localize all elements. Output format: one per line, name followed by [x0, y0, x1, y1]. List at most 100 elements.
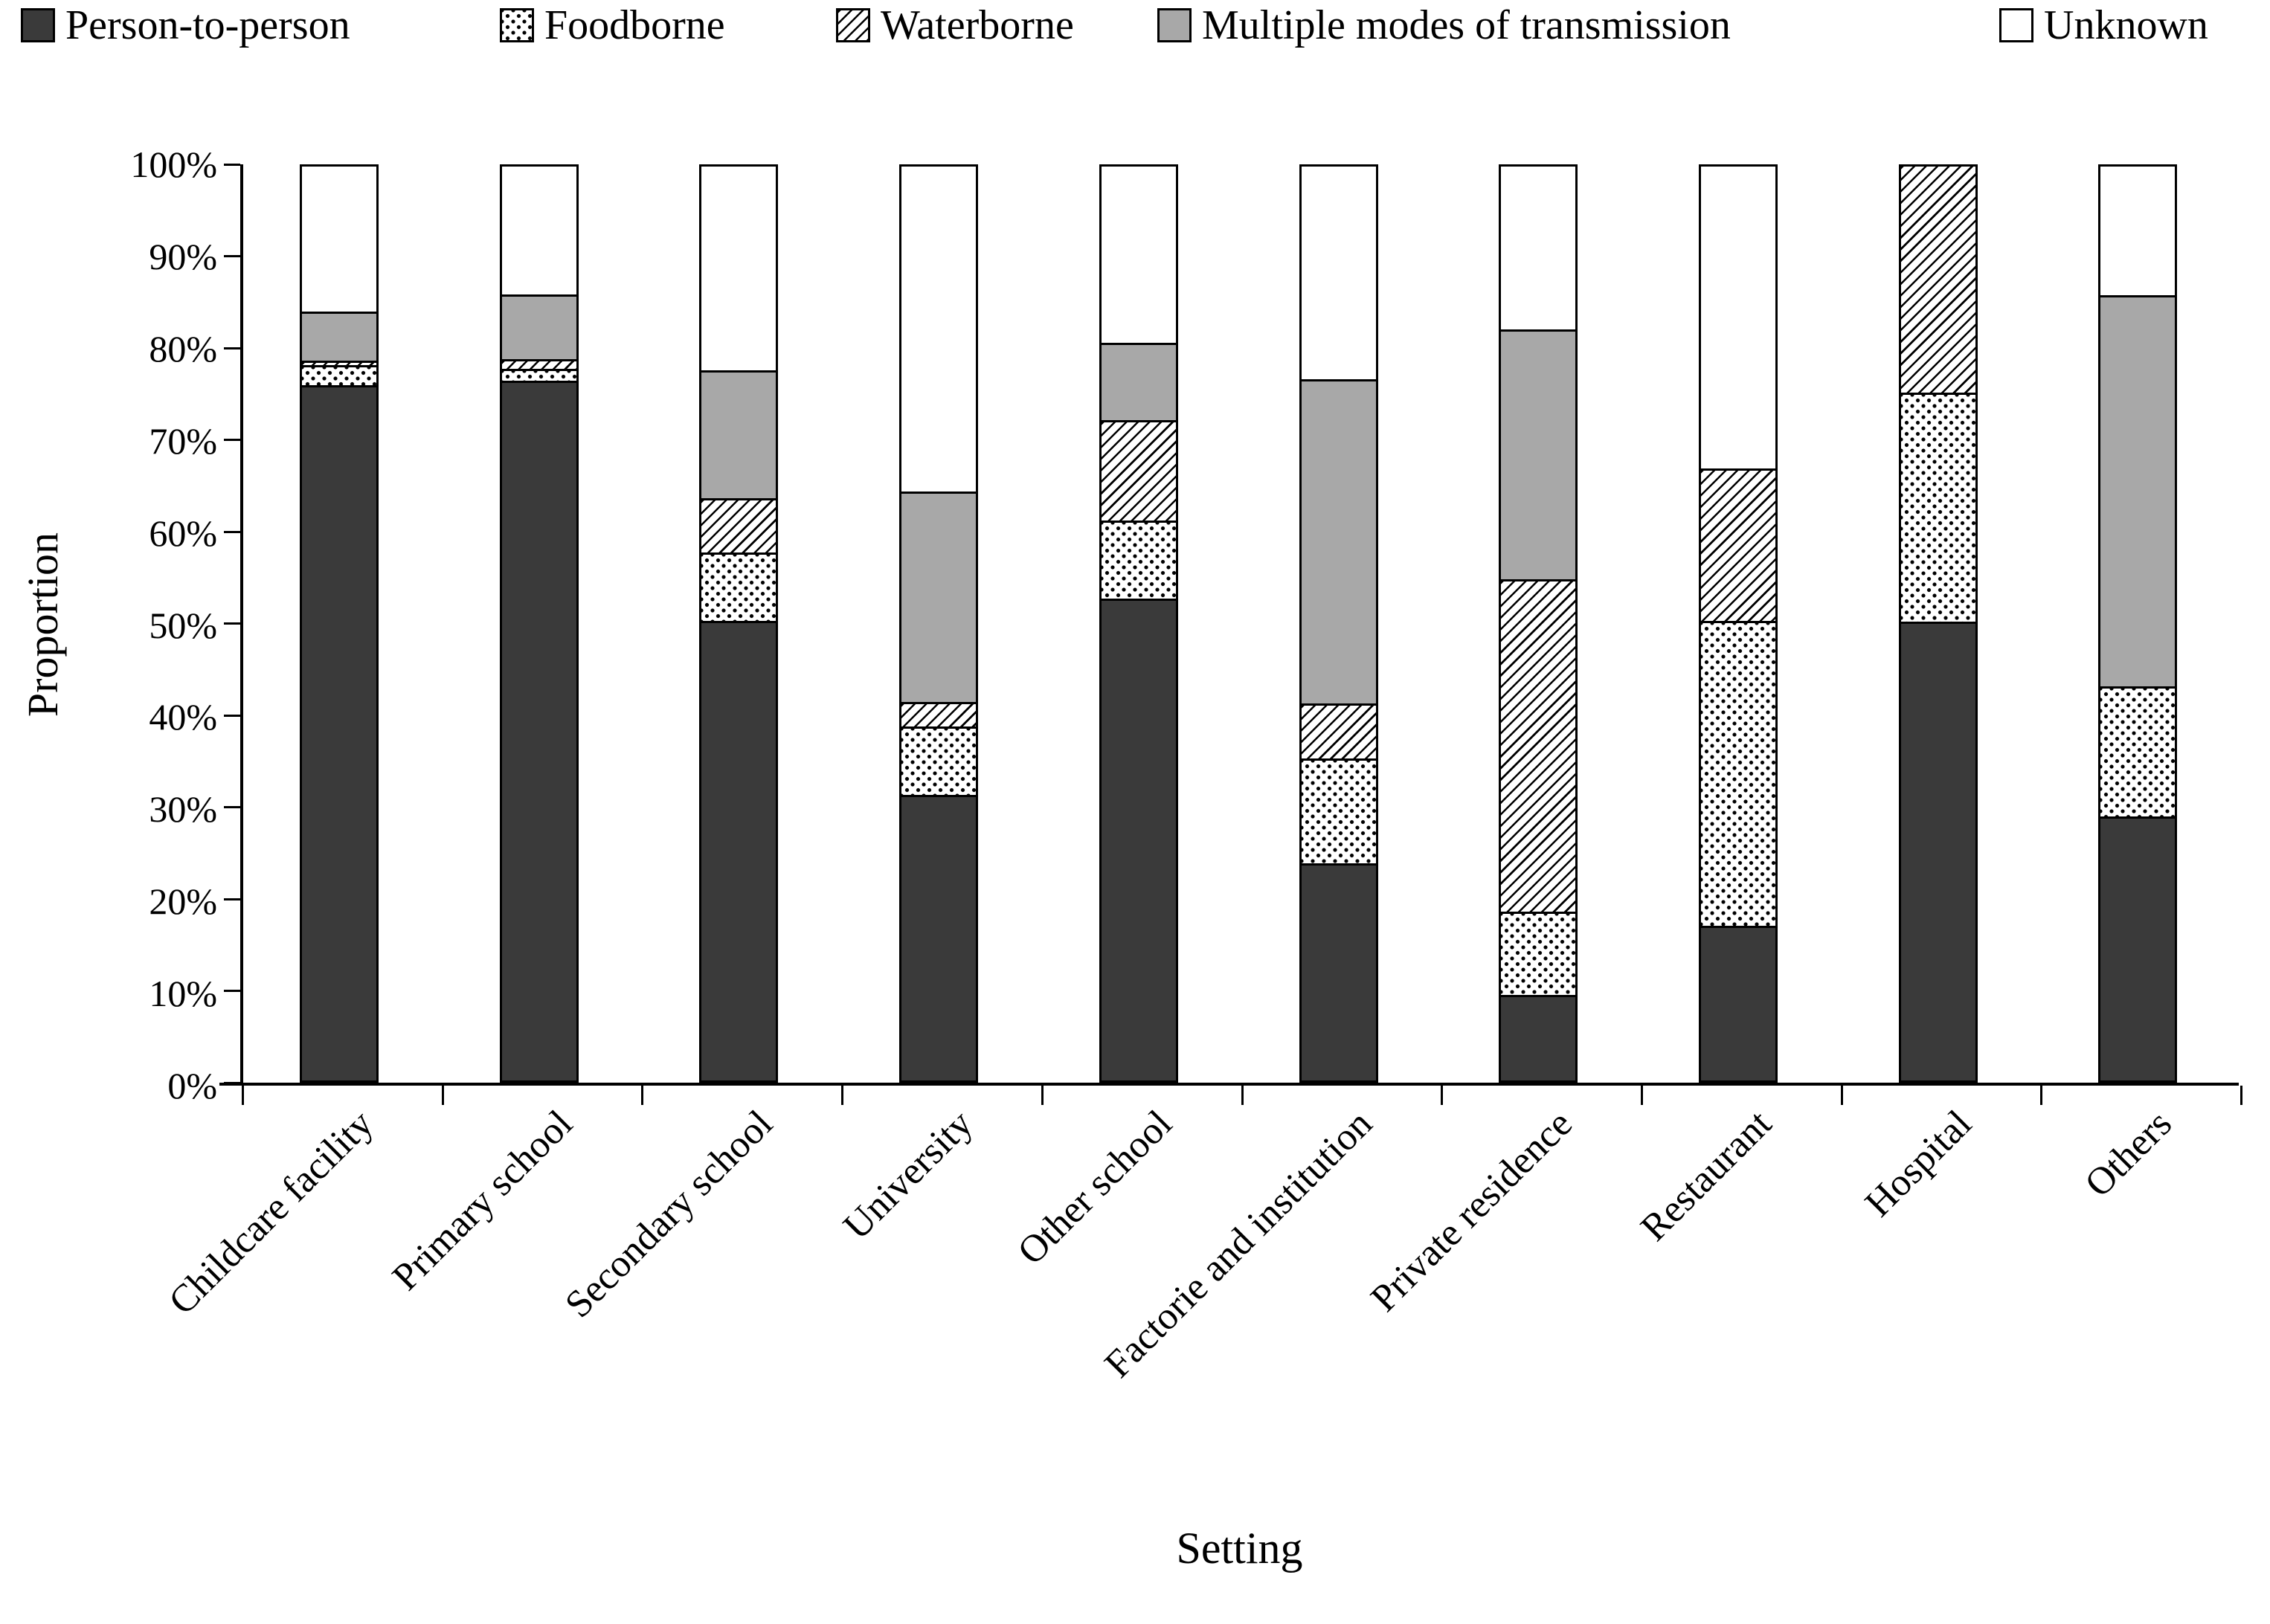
y-tick-label: 10% [149, 973, 217, 1015]
segment-foodborne [1301, 760, 1376, 866]
legend-label: Person-to-person [65, 2, 350, 48]
segment-waterborne [1301, 706, 1376, 761]
y-tick-label: 100% [130, 144, 217, 185]
y-axis-tick [224, 163, 240, 166]
segment-foodborne [302, 367, 376, 388]
x-axis-tick [441, 1086, 444, 1105]
legend-item-foodborne: Foodborne [500, 4, 725, 46]
segment-multiple-modes-of-transmission [501, 296, 576, 361]
x-axis-tick [242, 1086, 244, 1105]
y-axis-title: Proportion [19, 532, 67, 718]
bar-other-school [1099, 164, 1178, 1083]
x-category-label-factorie-and-institution: Factorie and institution [1096, 1102, 1380, 1386]
segment-waterborne [1501, 581, 1576, 915]
x-category-label-restaurant: Restaurant [1633, 1102, 1781, 1250]
segment-unknown [901, 167, 977, 494]
x-axis-tick [1441, 1086, 1444, 1105]
x-category-label-hospital: Hospital [1857, 1102, 1980, 1225]
bar-university [899, 164, 979, 1083]
y-axis-tick [224, 714, 240, 717]
segment-foodborne [501, 371, 576, 384]
y-tick-label: 80% [149, 327, 217, 370]
y-tick-label: 30% [149, 788, 217, 831]
segment-unknown [701, 167, 777, 373]
legend-item-person-to-person: Person-to-person [21, 4, 350, 46]
segment-unknown [501, 167, 576, 297]
legend-label: Unknown [2044, 2, 2208, 48]
y-tick-label: 50% [149, 604, 217, 646]
y-axis-tick [224, 622, 240, 625]
legend-label: Waterborne [881, 2, 1074, 48]
y-axis-tick [224, 898, 240, 900]
legend-item-waterborne: Waterborne [836, 4, 1074, 46]
segment-multiple-modes-of-transmission [701, 372, 777, 500]
segment-unknown [302, 167, 376, 314]
y-axis-tick [224, 1081, 240, 1084]
segment-person-to-person [701, 623, 777, 1080]
segment-multiple-modes-of-transmission [901, 493, 977, 704]
segment-multiple-modes-of-transmission [302, 313, 376, 364]
solid-gray-swatch-icon [1157, 8, 1192, 42]
x-axis-tick [1840, 1086, 1843, 1105]
segment-unknown [1501, 167, 1576, 332]
segment-foodborne [901, 728, 977, 797]
bar-restaurant [1698, 164, 1778, 1083]
segment-unknown [1101, 167, 1176, 345]
segment-foodborne [1700, 623, 1775, 928]
segment-foodborne [2100, 688, 2176, 819]
segment-waterborne [1700, 471, 1775, 624]
x-axis-tick [1041, 1086, 1044, 1105]
x-category-label-primary-school: Primary school [385, 1102, 582, 1299]
dots-swatch-icon [500, 8, 534, 42]
x-category-label-childcare-facility: Childcare facility [160, 1102, 382, 1324]
segment-foodborne [1900, 395, 1975, 624]
solid-white-swatch-icon [1999, 8, 2033, 42]
y-tick-label: 20% [149, 880, 217, 923]
y-axis-tick [224, 530, 240, 533]
x-category-label-other-school: Other school [1009, 1102, 1181, 1273]
x-axis-tick [2240, 1086, 2242, 1105]
segment-foodborne [1101, 523, 1176, 601]
segment-waterborne [901, 703, 977, 729]
y-axis-tick [224, 347, 240, 349]
y-tick-label: 90% [149, 235, 217, 277]
y-tick-label: 60% [149, 512, 217, 554]
segment-person-to-person [1700, 927, 1775, 1080]
segment-person-to-person [1501, 997, 1576, 1080]
bar-factorie-and-institution [1299, 164, 1378, 1083]
x-axis-tick [641, 1086, 644, 1105]
segment-person-to-person [2100, 819, 2176, 1080]
x-category-label-private-residence: Private residence [1363, 1102, 1581, 1321]
y-axis-tick [224, 806, 240, 808]
x-category-label-university: University [835, 1102, 981, 1248]
x-axis-tick [2040, 1086, 2043, 1105]
x-axis-tick [1640, 1086, 1643, 1105]
x-axis-tick [1241, 1086, 1244, 1105]
segment-foodborne [1501, 914, 1576, 998]
segment-foodborne [701, 555, 777, 624]
bar-secondary-school [699, 164, 779, 1083]
legend-item-unknown: Unknown [1999, 4, 2208, 46]
legend-label: Multiple modes of transmission [1202, 2, 1731, 48]
solid-dark-swatch-icon [21, 8, 55, 42]
x-category-label-others: Others [2077, 1102, 2180, 1205]
segment-unknown [2100, 167, 2176, 297]
plot-area [219, 163, 2242, 1105]
segment-unknown [1301, 167, 1376, 381]
bar-primary-school [499, 164, 579, 1083]
segment-person-to-person [302, 387, 376, 1080]
segment-person-to-person [1101, 600, 1176, 1080]
bar-others [2098, 164, 2178, 1083]
segment-person-to-person [901, 796, 977, 1080]
legend-item-multiple-modes-of-transmission: Multiple modes of transmission [1157, 4, 1731, 46]
y-tick-label: 40% [149, 696, 217, 738]
segment-waterborne [1101, 422, 1176, 523]
x-axis-tick [841, 1086, 844, 1105]
segment-multiple-modes-of-transmission [2100, 297, 2176, 689]
x-axis-title: Setting [1176, 1524, 1303, 1573]
bar-childcare-facility [300, 164, 379, 1083]
segment-unknown [1700, 167, 1775, 471]
segment-waterborne [1900, 167, 1975, 396]
segment-multiple-modes-of-transmission [1501, 332, 1576, 581]
